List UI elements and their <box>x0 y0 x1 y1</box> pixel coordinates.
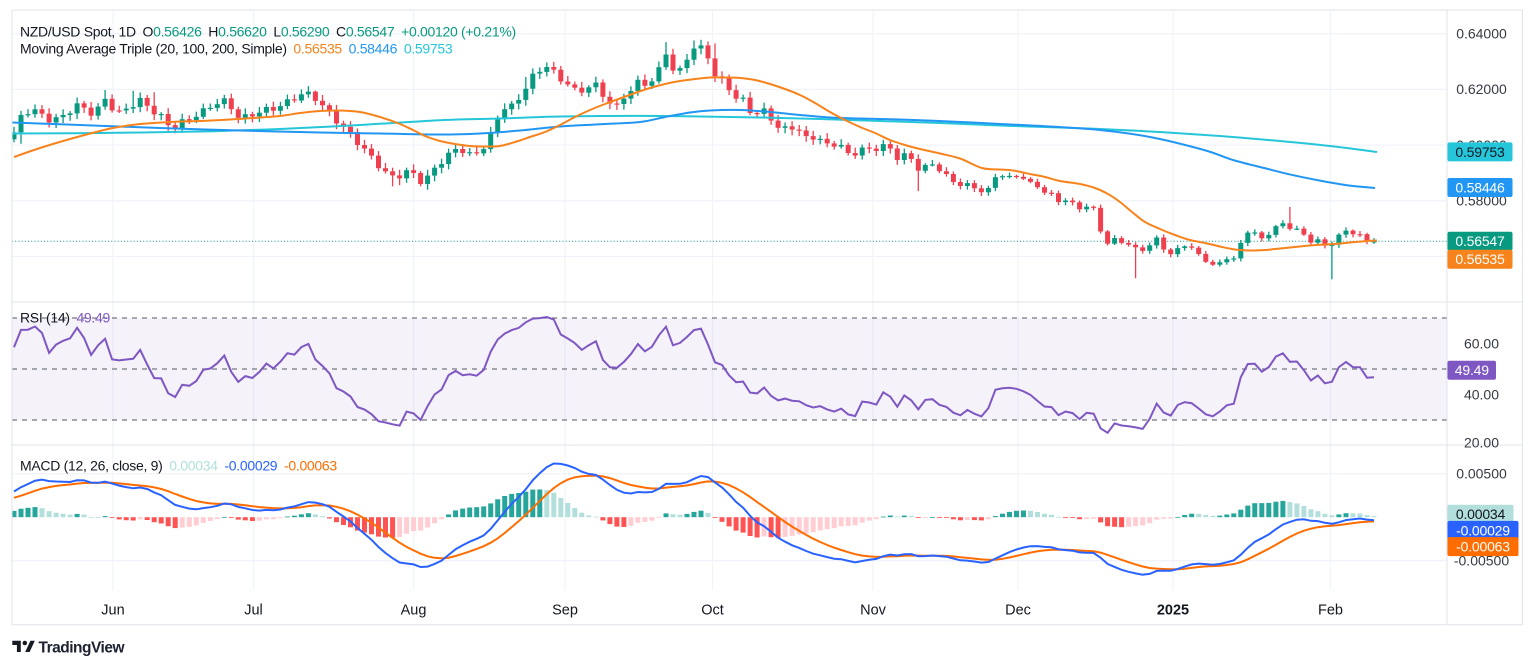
svg-text:Nov: Nov <box>860 603 887 619</box>
svg-text:NZD/USD Spot, 1D O0.56426 H0.5: NZD/USD Spot, 1D O0.56426 H0.56620 L0.56… <box>20 23 516 39</box>
svg-text:RSI (14) 49.49: RSI (14) 49.49 <box>20 310 110 326</box>
svg-text:0.62000: 0.62000 <box>1456 81 1507 97</box>
svg-text:0.59753: 0.59753 <box>1455 144 1505 160</box>
svg-text:Feb: Feb <box>1318 603 1343 619</box>
svg-text:Jun: Jun <box>101 603 124 619</box>
svg-text:MACD (12, 26, close, 9) 0.0003: MACD (12, 26, close, 9) 0.00034 -0.00029… <box>20 458 337 474</box>
svg-text:-0.00029: -0.00029 <box>1456 522 1510 538</box>
svg-text:-0.00500: -0.00500 <box>1454 553 1509 569</box>
svg-text:Oct: Oct <box>701 603 724 619</box>
svg-text:60.00: 60.00 <box>1464 335 1499 351</box>
svg-text:Aug: Aug <box>401 603 427 619</box>
svg-text:0.56535: 0.56535 <box>1455 251 1505 267</box>
svg-text:0.00500: 0.00500 <box>1456 466 1507 482</box>
svg-text:TradingView: TradingView <box>39 639 126 656</box>
svg-text:49.49: 49.49 <box>1455 362 1489 378</box>
svg-text:0.58446: 0.58446 <box>1455 179 1505 195</box>
svg-text:Moving Average Triple (20, 100: Moving Average Triple (20, 100, 200, Sim… <box>20 41 453 57</box>
svg-text:40.00: 40.00 <box>1464 386 1499 402</box>
svg-text:0.64000: 0.64000 <box>1456 26 1507 42</box>
svg-text:20.00: 20.00 <box>1464 435 1499 451</box>
svg-text:0.56547: 0.56547 <box>1455 233 1505 249</box>
svg-text:0.00034: 0.00034 <box>1456 506 1506 522</box>
svg-text:Jul: Jul <box>244 603 263 619</box>
svg-text:2025: 2025 <box>1157 603 1189 619</box>
svg-text:Dec: Dec <box>1005 603 1031 619</box>
svg-text:Sep: Sep <box>552 603 578 619</box>
svg-text:-0.00063: -0.00063 <box>1456 539 1510 555</box>
